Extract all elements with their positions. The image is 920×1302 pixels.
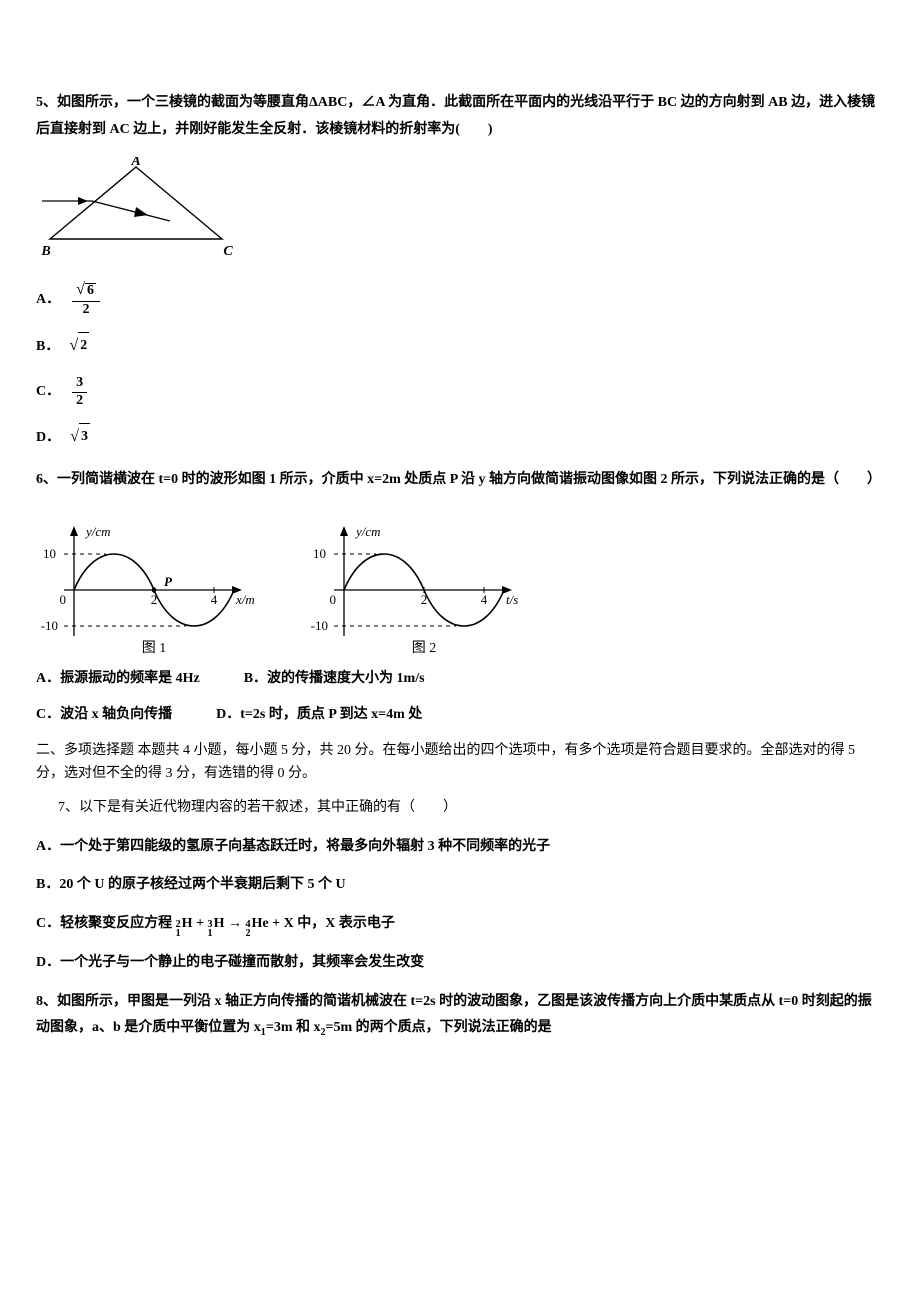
q5-prism-figure: A B C [36,157,884,269]
q6-option-D: D．t=2s 时，质点 P 到达 x=4m 处 [216,702,422,729]
q6-graph2: y/cm t/s 10 -10 0 2 4 图 2 [306,508,524,656]
svg-text:-10: -10 [41,618,58,633]
q5-option-B: B． √2 [36,332,884,363]
q7-option-B: B．20 个 U 的原子核经过两个半衰期后剩下 5 个 U [36,872,884,899]
q6-text: 6、一列简谐横波在 t=0 时的波形如图 1 所示，介质中 x=2m 处质点 P… [36,467,884,494]
svg-text:0: 0 [60,592,67,607]
svg-text:y/cm: y/cm [354,524,381,539]
q6-option-A: A．振源振动的频率是 4Hz [36,666,200,693]
q5-options: A． √6 2 B． √2 C． 3 2 D． √3 [36,283,884,453]
q6-option-B: B．波的传播速度大小为 1m/s [244,666,425,693]
svg-text:P: P [164,574,173,589]
svg-text:x/m: x/m [235,592,254,607]
q6-options-row1: A．振源振动的频率是 4Hz B．波的传播速度大小为 1m/s [36,666,884,693]
prism-svg: A B C [36,157,246,269]
svg-text:图 2: 图 2 [412,641,437,656]
q5-option-A: A． √6 2 [36,283,884,318]
q5-option-C: C． 3 2 [36,376,884,408]
q7-option-C: C．轻核聚变反应方程 21H + 31H → 42He + X 中，X 表示电子 [36,911,884,938]
q6-graph1: y/cm x/m 10 -10 0 2 4 P 图 1 [36,508,254,656]
q5-text: 5、如图所示，一个三棱镜的截面为等腰直角ΔABC，∠A 为直角．此截面所在平面内… [36,90,884,143]
svg-text:-10: -10 [311,618,328,633]
q6-option-C: C．波沿 x 轴负向传播 [36,702,172,729]
q7-option-D: D．一个光子与一个静止的电子碰撞而散射，其频率会发生改变 [36,950,884,977]
q7-intro: 7、以下是有关近代物理内容的若干叙述，其中正确的有（ ） [36,795,884,822]
svg-text:10: 10 [313,546,326,561]
q8-text: 8、如图所示，甲图是一列沿 x 轴正方向传播的简谐机械波在 t=2s 时的波动图… [36,989,884,1043]
q6-figures: y/cm x/m 10 -10 0 2 4 P 图 1 [36,508,884,656]
q5-option-D: D． √3 [36,423,884,454]
svg-text:2: 2 [421,592,428,607]
section2-header: 二、多项选择题 本题共 4 小题，每小题 5 分，共 20 分。在每小题给出的四… [36,739,884,785]
svg-text:图 1: 图 1 [142,641,167,656]
svg-text:0: 0 [330,592,337,607]
svg-text:4: 4 [211,592,218,607]
svg-text:t/s: t/s [506,592,518,607]
svg-text:2: 2 [151,592,158,607]
vertex-B: B [40,244,50,259]
q6-options-row2: C．波沿 x 轴负向传播 D．t=2s 时，质点 P 到达 x=4m 处 [36,702,884,729]
svg-text:4: 4 [481,592,488,607]
svg-text:10: 10 [43,546,56,561]
vertex-A: A [130,157,140,169]
svg-text:y/cm: y/cm [84,524,111,539]
q7-option-A: A．一个处于第四能级的氢原子向基态跃迁时，将最多向外辐射 3 种不同频率的光子 [36,834,884,861]
vertex-C: C [223,244,233,259]
